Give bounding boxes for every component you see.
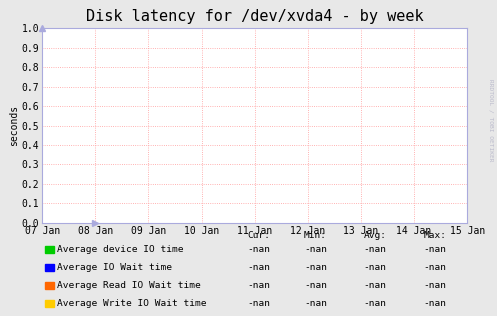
Text: -nan: -nan [364,263,387,272]
Text: -nan: -nan [247,245,270,254]
Text: Max:: Max: [423,231,446,240]
Text: -nan: -nan [423,263,446,272]
Text: -nan: -nan [423,245,446,254]
Title: Disk latency for /dev/xvda4 - by week: Disk latency for /dev/xvda4 - by week [86,9,423,25]
Text: Average Write IO Wait time: Average Write IO Wait time [57,299,207,308]
Text: -nan: -nan [364,245,387,254]
Text: -nan: -nan [247,263,270,272]
Text: -nan: -nan [304,281,327,290]
Y-axis label: seconds: seconds [9,105,19,146]
Text: Average device IO time: Average device IO time [57,245,184,254]
Text: -nan: -nan [304,299,327,308]
Text: Cur:: Cur: [247,231,270,240]
Text: -nan: -nan [247,299,270,308]
Text: -nan: -nan [423,299,446,308]
Text: Average Read IO Wait time: Average Read IO Wait time [57,281,201,290]
Text: -nan: -nan [247,281,270,290]
Text: Avg:: Avg: [364,231,387,240]
Text: -nan: -nan [364,299,387,308]
Text: -nan: -nan [423,281,446,290]
Text: -nan: -nan [364,281,387,290]
Text: -nan: -nan [304,263,327,272]
Text: Min:: Min: [304,231,327,240]
Text: -nan: -nan [304,245,327,254]
Text: RRDTOOL / TOBI OETIKER: RRDTOOL / TOBI OETIKER [489,79,494,161]
Text: Average IO Wait time: Average IO Wait time [57,263,172,272]
